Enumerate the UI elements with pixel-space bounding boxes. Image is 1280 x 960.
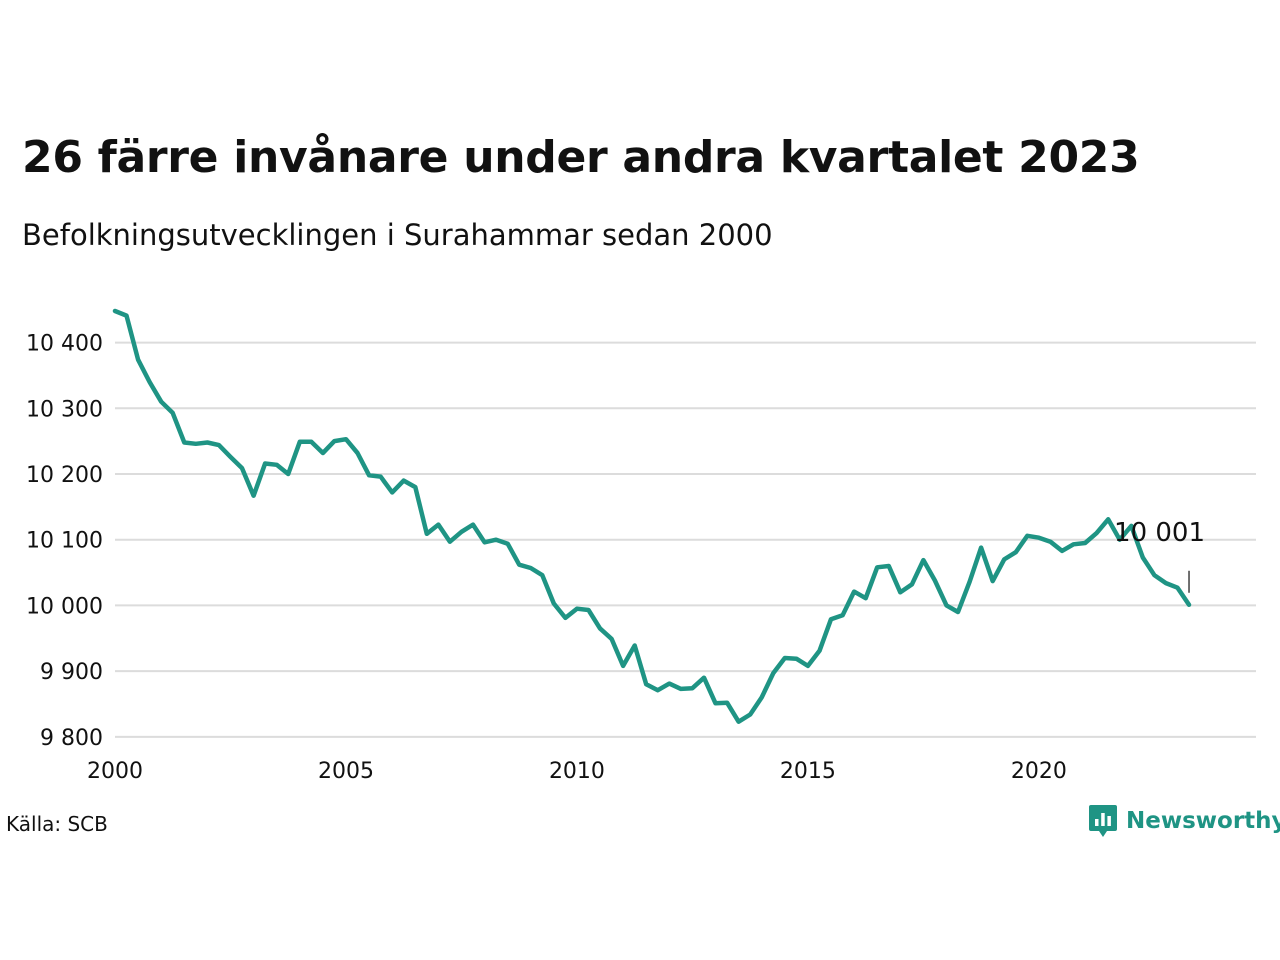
- y-tick-label: 10 300: [26, 397, 103, 422]
- y-tick-label: 10 200: [26, 463, 103, 488]
- x-tick-label: 2005: [318, 759, 374, 784]
- y-tick-label: 10 000: [26, 594, 103, 619]
- x-tick-label: 2020: [1011, 759, 1067, 784]
- y-tick-label: 9 900: [40, 660, 103, 685]
- x-tick-label: 2010: [549, 759, 605, 784]
- bar-chart-pin-icon: [1089, 805, 1117, 837]
- y-tick-label: 9 800: [40, 726, 103, 751]
- chart-title: 26 färre invånare under andra kvartalet …: [22, 132, 1140, 183]
- x-tick-label: 2015: [780, 759, 836, 784]
- source-note: Källa: SCB: [6, 812, 108, 836]
- population-series-line: [112, 308, 1192, 724]
- x-axis-tick-labels: 2000 2005 2010 2015 2020: [87, 759, 1067, 784]
- y-axis-tick-labels: 9 800 9 900 10 000 10 100 10 200 10 300 10 400: [26, 332, 103, 751]
- newsworthy-logo[interactable]: Newsworthy: [1088, 804, 1280, 838]
- y-tick-label: 10 100: [26, 529, 103, 554]
- gridlines: [115, 341, 1256, 738]
- last-value-label: 10 001: [1114, 518, 1205, 548]
- brand-name: Newsworthy: [1126, 808, 1280, 834]
- x-tick-label: 2000: [87, 759, 143, 784]
- y-tick-label: 10 400: [26, 332, 103, 357]
- chart-subtitle: Befolkningsutvecklingen i Surahammar sed…: [22, 218, 773, 252]
